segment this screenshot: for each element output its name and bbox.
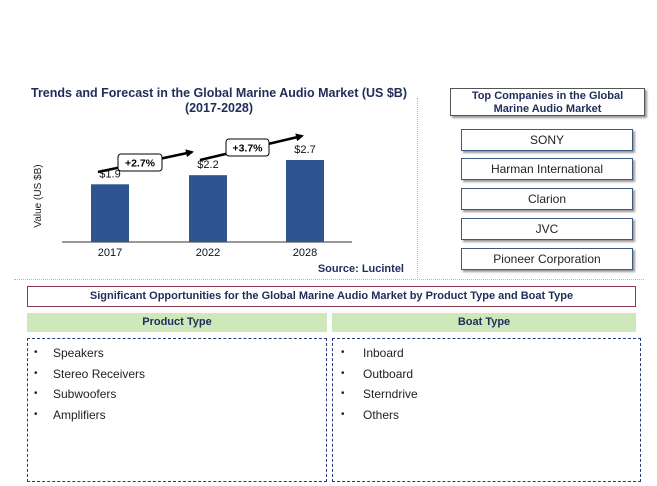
company-box-sony: SONY bbox=[461, 129, 633, 151]
list-item: • Others bbox=[333, 405, 640, 426]
bullet-icon: • bbox=[341, 367, 345, 379]
bullet-icon: • bbox=[341, 409, 345, 421]
list-item: • Inboard bbox=[333, 343, 640, 364]
product-item-label: Amplifiers bbox=[53, 408, 106, 423]
vertical-divider bbox=[417, 98, 418, 278]
bullet-icon: • bbox=[34, 367, 38, 379]
list-item: • Outboard bbox=[333, 364, 640, 385]
bar-2028 bbox=[286, 160, 324, 242]
growth-label-2: +3.7% bbox=[232, 143, 263, 155]
list-item: • Speakers bbox=[28, 343, 326, 364]
y-axis-label: Value (US $B) bbox=[33, 164, 44, 227]
growth-label-1: +2.7% bbox=[125, 158, 156, 170]
product-type-header: Product Type bbox=[27, 313, 327, 332]
companies-title-line-1: Top Companies in the Global bbox=[471, 90, 624, 102]
chart-title-line-2: (2017-2028) bbox=[184, 101, 254, 115]
product-type-list: • Speakers • Stereo Receivers • Subwoofers … bbox=[28, 343, 326, 426]
product-item-label: Speakers bbox=[53, 346, 104, 360]
companies-title-line-2: Marine Audio Market bbox=[493, 103, 602, 115]
boat-item-label: Inboard bbox=[363, 346, 404, 360]
opportunities-title: Significant Opportunities for the Global… bbox=[27, 286, 636, 307]
company-box-clarion: Clarion bbox=[461, 188, 633, 210]
company-box-harman: Harman International bbox=[461, 158, 633, 180]
bullet-icon: • bbox=[34, 347, 38, 358]
value-label-2022: $2.2 bbox=[197, 159, 218, 171]
boat-type-header: Boat Type bbox=[332, 313, 636, 332]
boat-item-label: Sterndrive bbox=[363, 387, 418, 402]
product-item-label: Subwoofers bbox=[53, 387, 117, 402]
companies-title: Top Companies in the Global Marine Audio… bbox=[450, 88, 645, 116]
boat-type-list-box: • Inboard • Outboard • Sterndrive • Others bbox=[332, 338, 641, 482]
company-box-pioneer: Pioneer Corporation bbox=[461, 248, 633, 270]
growth-label-box-1 bbox=[117, 153, 163, 172]
boat-type-list: • Inboard • Outboard • Sterndrive • Others bbox=[333, 343, 640, 426]
x-tick-label-2028: 2028 bbox=[293, 247, 317, 259]
bullet-icon: • bbox=[34, 409, 38, 421]
boat-item-label: Others bbox=[363, 408, 400, 423]
list-item: • Subwoofers bbox=[28, 384, 326, 405]
list-item: • Amplifiers bbox=[28, 405, 326, 426]
product-type-list-box: • Speakers • Stereo Receivers • Subwoofers … bbox=[27, 338, 327, 482]
boat-item-label: Outboard bbox=[363, 366, 414, 381]
product-item-label: Stereo Receivers bbox=[53, 366, 146, 381]
list-item: • Sterndrive bbox=[333, 384, 640, 405]
list-item: • Stereo Receivers bbox=[28, 364, 326, 385]
chart-title: Trends and Forecast in the Global Marine… bbox=[20, 86, 418, 116]
bullet-icon: • bbox=[341, 388, 345, 400]
value-label-2028: $2.7 bbox=[294, 144, 315, 156]
x-tick-label-2022: 2022 bbox=[196, 247, 220, 259]
bar-2022 bbox=[189, 175, 227, 242]
horizontal-divider bbox=[14, 279, 644, 280]
chart-source: Source: Lucintel bbox=[318, 263, 404, 275]
bar-2017 bbox=[91, 184, 129, 242]
chart-title-line-1: Trends and Forecast in the Global Marine… bbox=[31, 86, 407, 100]
bullet-icon: • bbox=[341, 347, 345, 358]
x-tick-label-2017: 2017 bbox=[98, 247, 122, 259]
bullet-icon: • bbox=[34, 388, 38, 400]
growth-label-box-2 bbox=[225, 138, 270, 157]
company-box-jvc: JVC bbox=[461, 218, 633, 240]
